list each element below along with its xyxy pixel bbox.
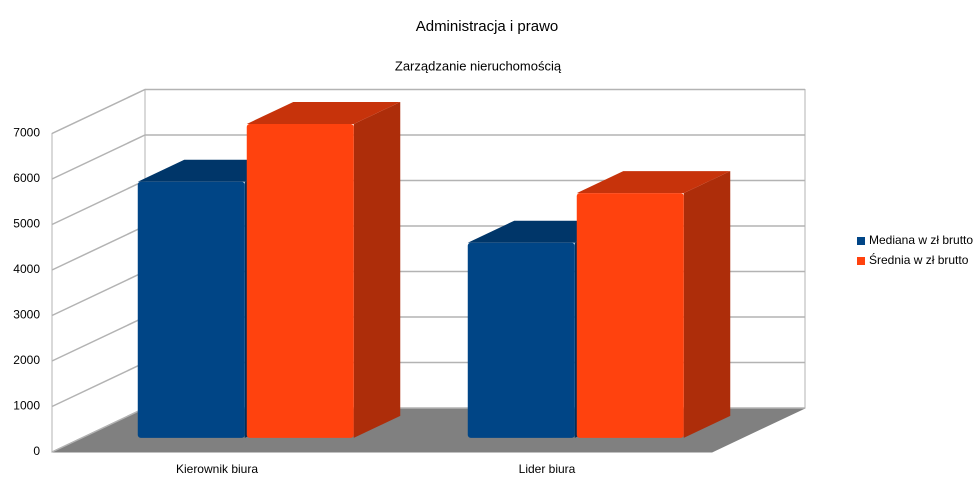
legend-swatch [857,257,865,265]
y-tick-label: 3000 [13,308,40,322]
x-tick-label: Lider biura [519,462,576,476]
bar-top [246,101,401,124]
legend-label: Średnia w zł brutto [869,252,969,267]
bar-side [353,101,401,438]
bar [467,242,575,438]
chart-title: Administracja i prawo [416,18,559,35]
chart-subtitle: Zarządzanie nieruchomością [395,58,562,73]
legend-label: Mediana w zł brutto [869,233,973,247]
bar-top [576,171,731,194]
y-tick-label: 1000 [13,399,40,413]
y-tick-label: 2000 [13,353,40,367]
bar [246,123,354,438]
grid-line [51,134,805,180]
y-tick-label: 6000 [13,171,40,185]
bar [576,193,684,438]
y-tick-label: 0 [33,444,40,458]
y-tick-label: 4000 [13,262,40,276]
left-wall [51,88,146,453]
grid-line [51,88,805,135]
x-tick-label: Kierownik biura [176,462,258,476]
legend-swatch [857,237,865,245]
bar [137,181,245,438]
y-tick-label: 5000 [13,217,40,231]
bar-side [683,171,731,438]
y-tick-label: 7000 [13,126,40,140]
